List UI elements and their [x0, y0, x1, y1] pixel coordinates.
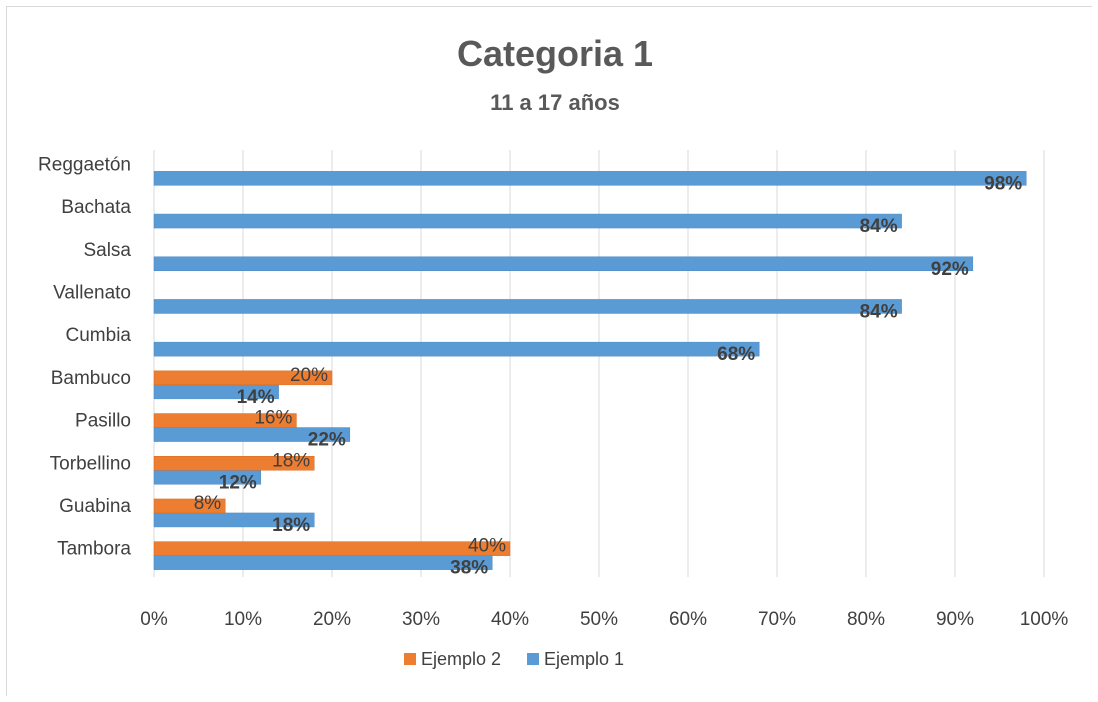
bar-ejemplo-1	[153, 299, 902, 314]
category-label: Reggaetón	[38, 154, 131, 175]
legend-label: Ejemplo 2	[421, 649, 501, 669]
x-tick-label: 100%	[1020, 609, 1069, 630]
category-label: Vallenato	[53, 282, 131, 303]
bar-ejemplo-1	[153, 512, 315, 528]
bar-ejemplo-1	[153, 341, 760, 357]
bar-ejemplo-1	[153, 256, 974, 271]
data-label-ejemplo-2: 8%	[194, 493, 222, 514]
category-label: Pasillo	[75, 411, 131, 432]
category-label: Tambora	[57, 539, 131, 560]
category-label: Torbellino	[50, 453, 131, 474]
bar-ejemplo-2	[153, 498, 226, 514]
category-labels: Reggaetón Bachata Salsa Vallenato Cumbia Bamb…	[38, 154, 131, 559]
bar-ejemplo-2	[153, 370, 333, 386]
legend-swatch	[404, 653, 416, 665]
chart-subtitle: 11 a 17 años	[490, 90, 620, 115]
data-label-ejemplo-1: 84%	[860, 301, 898, 322]
x-tick-label: 90%	[936, 609, 974, 630]
x-tick-label: 0%	[140, 609, 168, 630]
data-label-ejemplo-1: 98%	[984, 173, 1022, 194]
bar-ejemplo-1	[153, 171, 1027, 186]
data-label-ejemplo-2: 18%	[272, 450, 310, 471]
chart-frame	[6, 6, 1092, 696]
data-label-ejemplo-1: 18%	[272, 515, 310, 536]
legend-swatch	[527, 653, 539, 665]
category-label: Guabina	[59, 496, 131, 517]
data-label-ejemplo-2: 20%	[290, 365, 328, 386]
x-tick-label: 70%	[758, 609, 796, 630]
data-label-ejemplo-1: 84%	[860, 216, 898, 237]
x-tick-label: 50%	[580, 609, 618, 630]
x-tick-label: 30%	[402, 609, 440, 630]
x-tick-label: 10%	[224, 609, 262, 630]
legend: Ejemplo 2 Ejemplo 1	[404, 649, 624, 669]
bar-ejemplo-2	[153, 456, 315, 471]
data-label-ejemplo-1: 68%	[717, 344, 755, 365]
data-label-ejemplo-1: 14%	[237, 387, 275, 408]
category-label: Bachata	[61, 197, 131, 218]
bars: 98% 84% 92% 84% 68% 14% 20% 22% 16% 12% 18% 18% 8% 38…	[153, 171, 1027, 579]
bar-ejemplo-2	[153, 541, 511, 556]
data-label-ejemplo-1: 92%	[931, 259, 969, 280]
x-tick-label: 40%	[491, 609, 529, 630]
data-label-ejemplo-1: 38%	[450, 558, 488, 579]
bar-ejemplo-2	[153, 413, 297, 428]
bar-ejemplo-1	[153, 555, 493, 570]
x-axis-ticks: 0% 10% 20% 30% 40% 50% 60% 70% 80% 90% 100%	[140, 609, 1068, 630]
x-tick-label: 20%	[313, 609, 351, 630]
legend-label: Ejemplo 1	[544, 649, 624, 669]
bar-ejemplo-1	[153, 213, 902, 229]
x-tick-label: 80%	[847, 609, 885, 630]
data-label-ejemplo-2: 16%	[254, 408, 292, 429]
x-tick-label: 60%	[669, 609, 707, 630]
chart-title: Categoria 1	[457, 33, 653, 74]
category-label: Salsa	[83, 240, 131, 261]
category-label: Cumbia	[66, 325, 132, 346]
data-label-ejemplo-1: 22%	[308, 430, 346, 451]
category-label: Bambuco	[51, 368, 131, 389]
data-label-ejemplo-2: 40%	[468, 536, 506, 557]
data-label-ejemplo-1: 12%	[219, 472, 257, 493]
gridlines	[153, 150, 1045, 577]
